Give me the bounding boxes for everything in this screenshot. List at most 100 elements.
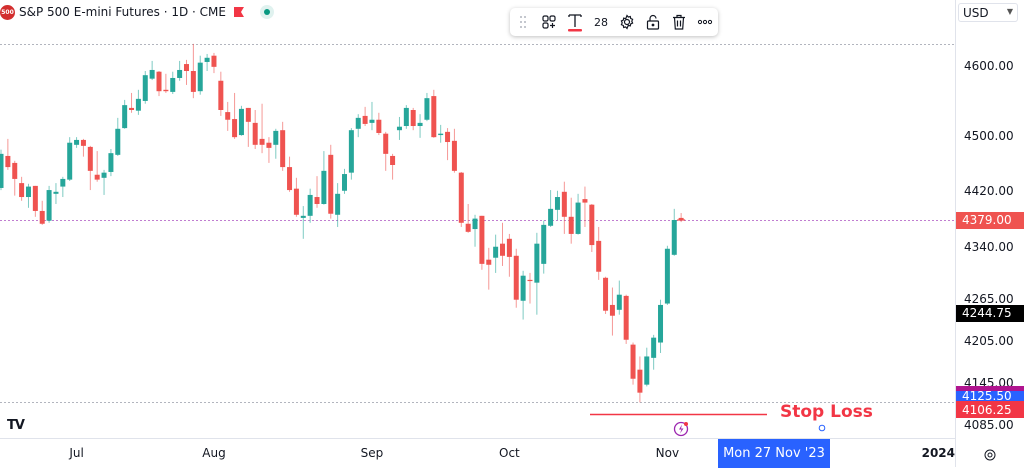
- candle-down: [500, 222, 506, 266]
- candle-down: [328, 144, 334, 219]
- text-color-icon[interactable]: [565, 12, 585, 32]
- candle-up: [60, 176, 66, 198]
- candle-body: [596, 240, 602, 272]
- candle-down: [458, 171, 464, 227]
- candle-up: [520, 270, 526, 320]
- unlock-icon[interactable]: [643, 12, 663, 32]
- object-tree-icon[interactable]: [539, 12, 559, 32]
- candle-body: [582, 199, 588, 203]
- candle-body: [671, 220, 677, 255]
- candle-body: [678, 217, 684, 220]
- candle-down: [431, 89, 437, 138]
- candle-up: [369, 101, 375, 131]
- candle-body: [314, 197, 320, 204]
- candle-down: [596, 226, 602, 280]
- market-status-icon[interactable]: [259, 5, 274, 19]
- candle-down: [183, 59, 189, 85]
- time-tick-label: 2024: [921, 446, 955, 460]
- price-marker-label: 4125.50: [956, 387, 1024, 405]
- currency-select[interactable]: USD ▼: [958, 3, 1018, 22]
- candle-up: [273, 128, 279, 159]
- candle-up: [122, 99, 128, 129]
- candle-body: [238, 108, 244, 136]
- candle-down: [163, 73, 169, 93]
- candle-down: [252, 110, 258, 149]
- chart-settings-icon[interactable]: [983, 448, 997, 462]
- candle-body: [101, 172, 107, 178]
- flag-icon[interactable]: [233, 7, 244, 17]
- candle-body: [156, 71, 162, 92]
- candle-down: [486, 247, 492, 290]
- candle-body: [266, 142, 272, 148]
- candle-body: [623, 295, 629, 340]
- time-tick-label: Nov: [655, 446, 680, 460]
- chevron-down-icon: ▼: [1006, 7, 1013, 16]
- symbol-title[interactable]: S&P 500 E-mini Futures · 1D · CME: [19, 5, 226, 19]
- candle-body: [232, 119, 238, 138]
- candle-body: [410, 110, 416, 127]
- candle-down: [129, 92, 135, 113]
- price-marker-label: 4244.75: [956, 304, 1024, 322]
- candle-down: [603, 276, 609, 314]
- candle-up: [616, 280, 622, 315]
- candle-body: [225, 112, 231, 120]
- candle-up: [321, 151, 327, 205]
- candle-body: [218, 80, 224, 110]
- candle-body: [390, 155, 396, 165]
- candle-body: [177, 69, 183, 78]
- time-tick-label: Jul: [69, 446, 84, 460]
- candle-body: [664, 248, 670, 304]
- candle-body: [403, 107, 409, 127]
- candle-body: [197, 62, 203, 92]
- more-icon[interactable]: [695, 12, 715, 32]
- candle-body: [163, 89, 169, 92]
- candle-body: [142, 75, 148, 101]
- candle-body: [396, 126, 402, 131]
- candle-body: [575, 202, 581, 234]
- candle-body: [548, 208, 554, 226]
- candle-body: [252, 122, 258, 145]
- candle-down: [280, 121, 286, 171]
- candle-body: [135, 98, 141, 111]
- candle-up: [541, 220, 547, 274]
- price-tick-label: 4205.00: [964, 334, 1014, 349]
- candle-up: [658, 299, 664, 353]
- stop-loss-label[interactable]: Stop Loss: [780, 402, 873, 422]
- candle-up: [238, 105, 244, 136]
- candle-down: [287, 156, 293, 192]
- candle-body: [369, 119, 375, 123]
- candle-body: [438, 133, 444, 136]
- candle-up: [417, 114, 423, 138]
- anchor-point-icon[interactable]: [818, 424, 826, 432]
- candle-down: [5, 138, 11, 170]
- candle-body: [32, 185, 38, 211]
- candle-body: [149, 69, 155, 79]
- candle-body: [300, 215, 306, 218]
- candle-down: [527, 272, 533, 304]
- candle-body: [472, 218, 478, 230]
- tradingview-logo[interactable]: TV: [7, 418, 25, 433]
- candle-up: [307, 188, 313, 223]
- time-axis[interactable]: Jul Aug Sep Oct Nov 2024 Mon 27 Nov '23: [0, 438, 955, 468]
- candle-body: [513, 255, 519, 300]
- candle-down: [383, 131, 389, 171]
- drag-handle-icon[interactable]: [513, 12, 533, 32]
- candle-body: [383, 133, 389, 154]
- candle-down: [211, 52, 217, 74]
- candle-up: [554, 190, 560, 220]
- candle-body: [603, 277, 609, 311]
- trash-icon[interactable]: [669, 12, 689, 32]
- symbol-logo: 500: [0, 4, 15, 20]
- candle-down: [582, 186, 588, 227]
- candle-up: [25, 183, 31, 208]
- candle-up: [355, 114, 361, 138]
- time-tick-label: Sep: [360, 446, 384, 460]
- symbol-header[interactable]: 500 S&P 500 E-mini Futures · 1D · CME: [0, 3, 274, 21]
- candle-body: [183, 64, 189, 72]
- candle-body: [170, 77, 176, 92]
- gear-icon[interactable]: [617, 12, 637, 32]
- lightning-alert-icon[interactable]: [673, 420, 691, 438]
- price-axis[interactable]: USD ▼ 4600.00 4500.00 4420.00 4340.00 4265.00…: [955, 0, 1024, 467]
- candlestick-chart[interactable]: [0, 0, 955, 438]
- font-size-button[interactable]: 28: [594, 15, 608, 29]
